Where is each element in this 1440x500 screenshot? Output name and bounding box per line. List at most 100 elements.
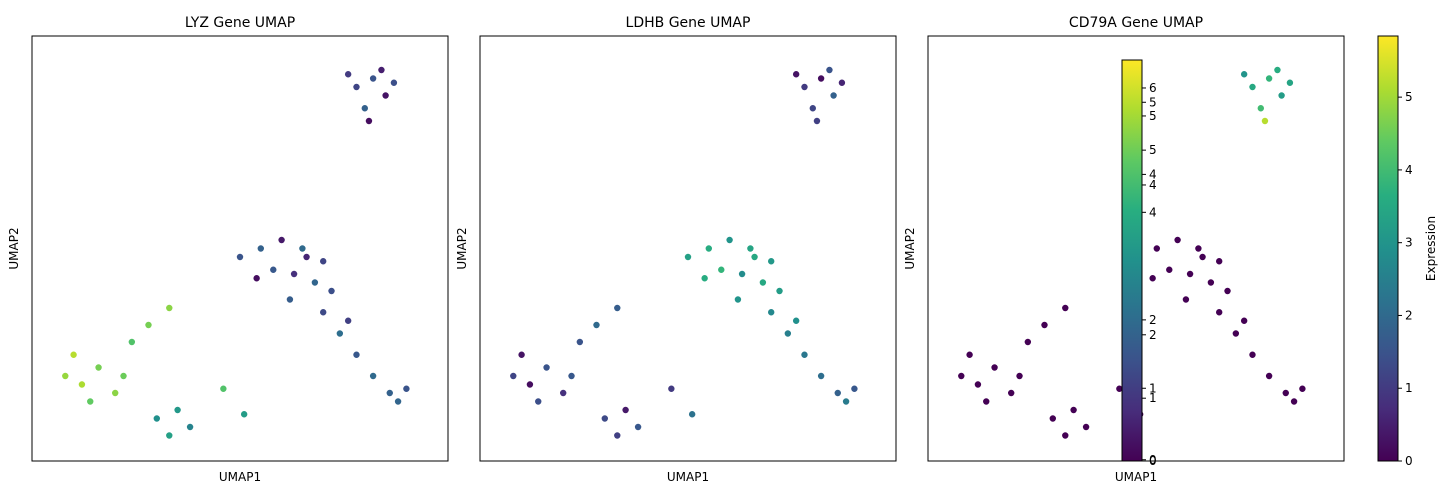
colorbar-tick-label: 3 [1405,236,1413,250]
colorbar-tick-label: 1 [1149,391,1157,405]
colorbar-tick-label: 0 [1405,454,1413,468]
cell-point [851,385,858,392]
cell-point [966,351,973,358]
colorbar-tick-label: 4 [1405,163,1413,177]
x-axis-label: UMAP1 [1115,470,1157,484]
colorbar-tick-label: 4 [1149,205,1157,219]
cell-point [257,245,264,252]
cell-point [1240,71,1248,78]
cell-point [166,304,173,312]
cell-point [838,79,846,86]
cell-point [382,92,389,99]
cell-point [784,330,792,337]
cell-point [1182,296,1190,303]
cell-point [1166,266,1173,273]
panel-title: LYZ Gene UMAP [185,15,295,31]
colorbar-tick-label: 4 [1149,167,1157,181]
cell-point [87,398,94,405]
cell-point [1257,105,1265,112]
cell-point [270,266,277,273]
colorbar-tick-label: 2 [1149,313,1157,327]
cell-point [830,92,837,99]
cell-point [801,351,808,358]
x-axis-label: UMAP1 [667,470,709,484]
cell-point [253,275,260,282]
cell-point [112,389,119,397]
colorbar-tick-label: 1 [1149,381,1157,395]
cell-point [1062,432,1069,439]
cell-point [535,398,542,405]
cell-point [1041,321,1048,329]
cell-point [174,406,181,414]
cell-point [1249,83,1256,91]
cell-point [834,389,841,397]
cell-point [518,351,525,358]
cell-point [328,287,335,295]
cell-point [1153,245,1161,252]
cell-point [290,270,298,278]
colorbar-tick-label: 6 [1149,81,1157,95]
cell-point [734,296,742,303]
cell-point [738,270,746,278]
cell-point [303,253,310,261]
cell-point [1016,372,1023,380]
cell-point [1024,338,1032,346]
cell-point [809,105,816,112]
y-axis-label: UMAP2 [455,227,469,269]
cell-point [1286,79,1294,86]
cell-point [390,79,398,86]
cell-point [1240,317,1248,324]
cell-point [1290,398,1298,405]
cell-point [1265,372,1273,380]
cell-point [684,253,692,261]
cell-point [991,364,998,371]
colorbar-tick-label: 4 [1149,178,1157,192]
cell-point [220,385,227,392]
colorbar-tick-label: 1 [1405,381,1413,395]
cell-point [353,83,360,91]
cell-point [278,236,285,244]
cell-point [166,432,173,439]
cell-point [668,385,675,392]
cell-point [614,432,621,439]
cell-point [1186,270,1194,278]
cell-point [145,321,152,329]
cell-point [776,287,783,295]
cell-point [344,71,352,78]
colorbar-tick-label: 0 [1149,453,1157,467]
cell-point [186,423,194,431]
cell-point [62,372,69,380]
cell-point [153,415,160,422]
cell-point [543,364,550,371]
colorbar [1377,35,1399,462]
y-axis-label: UMAP2 [7,227,21,269]
cell-point [336,330,344,337]
cell-point [510,372,517,380]
cell-point [236,253,244,261]
cell-point [1282,389,1289,397]
cell-point [1049,415,1057,422]
cell-point [1207,279,1215,286]
cell-point [817,372,825,380]
cell-point [1224,287,1231,295]
cell-point [320,309,327,316]
cell-point [1199,253,1206,261]
cell-point [286,296,294,303]
colorbar-tick-label: 2 [1405,308,1413,322]
cell-point [394,398,402,405]
colorbar-label: Expression [1424,216,1438,281]
cell-point [614,304,621,312]
cell-point [386,389,393,397]
cell-point [634,423,642,431]
cell-point [1149,275,1156,282]
cell-point [759,279,767,286]
colorbar-tick-label: 5 [1149,109,1157,123]
cell-point [958,372,965,380]
cell-point [369,75,377,82]
cell-point [1082,423,1090,431]
cell-point [718,266,725,273]
cell-point [353,351,360,358]
cell-point [369,372,377,380]
cell-point [792,317,800,324]
